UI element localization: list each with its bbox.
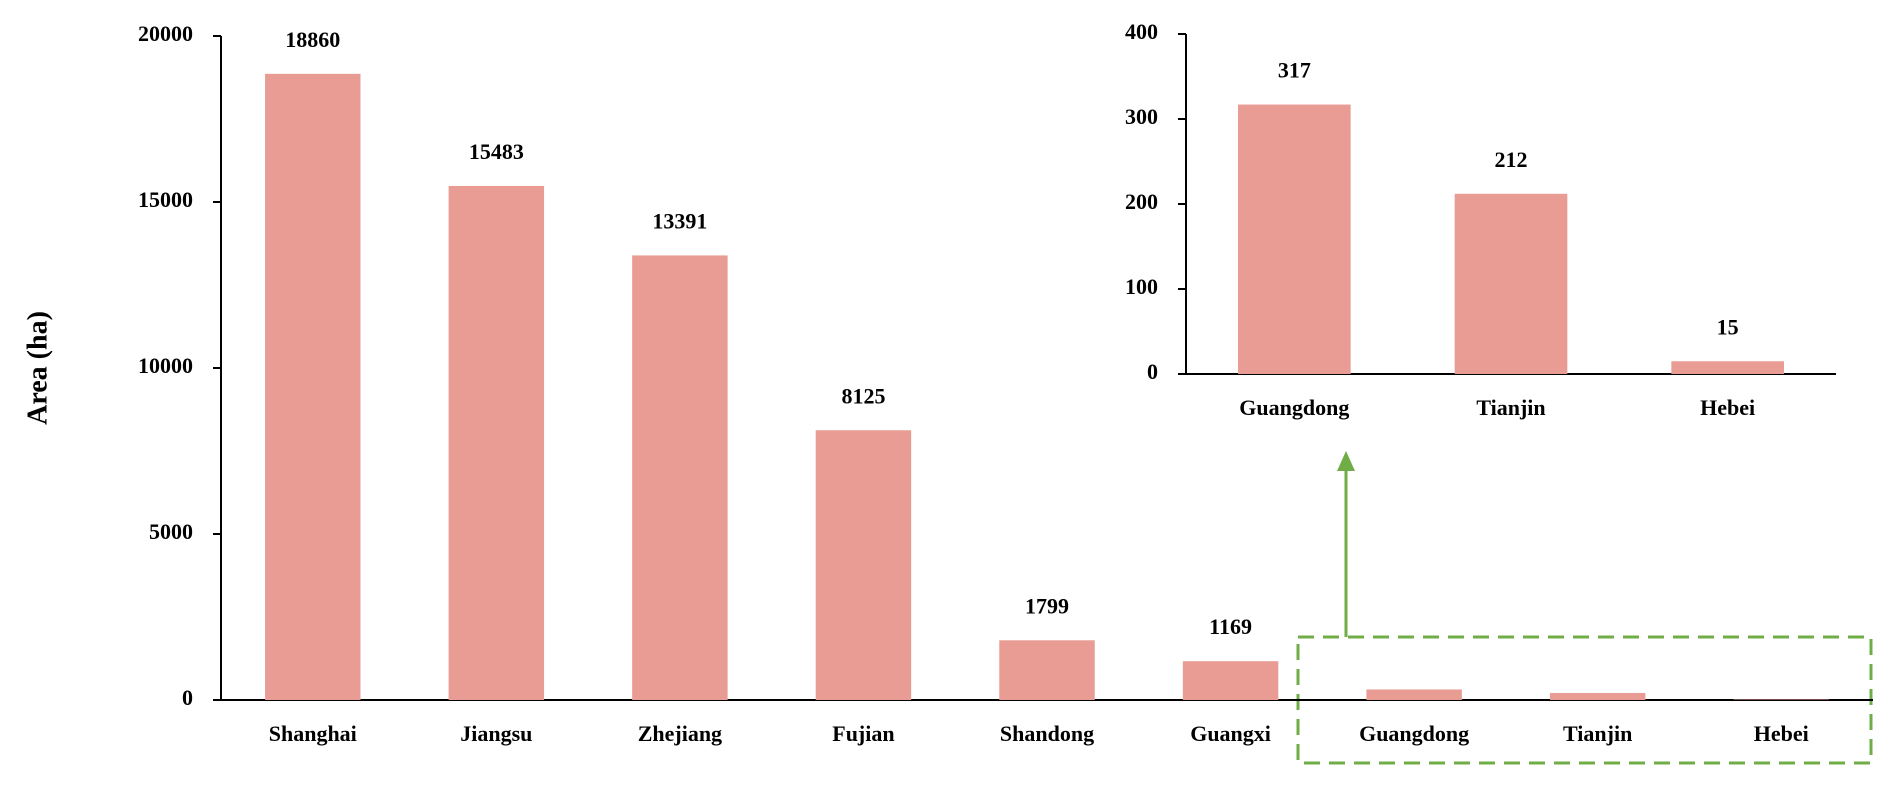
x-tick-label: Guangdong xyxy=(1239,395,1349,420)
value-label: 15 xyxy=(1717,314,1739,339)
x-tick-label: Jiangsu xyxy=(460,721,532,746)
arrow-head xyxy=(1337,451,1355,471)
x-tick-label: Tianjin xyxy=(1476,395,1545,420)
bar xyxy=(1454,193,1568,374)
bar xyxy=(1366,689,1462,700)
x-tick-label: Guangxi xyxy=(1190,721,1271,746)
y-axis-label: Area (ha) xyxy=(22,311,53,425)
bar xyxy=(265,73,361,700)
value-label: 13391 xyxy=(652,208,707,233)
bar xyxy=(815,430,912,700)
bar xyxy=(1238,104,1351,375)
bar xyxy=(448,185,545,700)
y-tick-label: 0 xyxy=(1147,359,1158,384)
y-tick-label: 100 xyxy=(1125,274,1158,299)
bar xyxy=(1549,692,1646,700)
bar xyxy=(632,255,728,700)
bar xyxy=(1182,661,1279,700)
value-label: 1799 xyxy=(1025,593,1069,618)
y-tick-label: 0 xyxy=(182,685,193,710)
x-tick-label: Shanghai xyxy=(269,721,357,746)
value-label: 15483 xyxy=(469,139,524,164)
x-tick-label: Hebei xyxy=(1754,721,1809,746)
x-tick-label: Fujian xyxy=(832,721,894,746)
bar xyxy=(999,640,1095,700)
value-label: 18860 xyxy=(285,27,340,52)
x-tick-label: Tianjin xyxy=(1563,721,1632,746)
x-tick-label: Shandong xyxy=(1000,721,1094,746)
y-tick-label: 200 xyxy=(1125,189,1158,214)
y-tick-label: 400 xyxy=(1125,19,1158,44)
x-tick-label: Hebei xyxy=(1700,395,1755,420)
bar xyxy=(1671,361,1784,374)
value-label: 1169 xyxy=(1209,614,1252,639)
x-tick-label: Guangdong xyxy=(1359,721,1469,746)
y-tick-label: 10000 xyxy=(138,353,193,378)
x-tick-label: Zhejiang xyxy=(638,721,722,746)
y-tick-label: 300 xyxy=(1125,104,1158,129)
y-tick-label: 20000 xyxy=(138,21,193,46)
value-label: 212 xyxy=(1495,147,1528,172)
value-label: 8125 xyxy=(841,383,885,408)
y-tick-label: 5000 xyxy=(149,519,193,544)
value-label: 317 xyxy=(1278,58,1311,83)
y-tick-label: 15000 xyxy=(138,187,193,212)
